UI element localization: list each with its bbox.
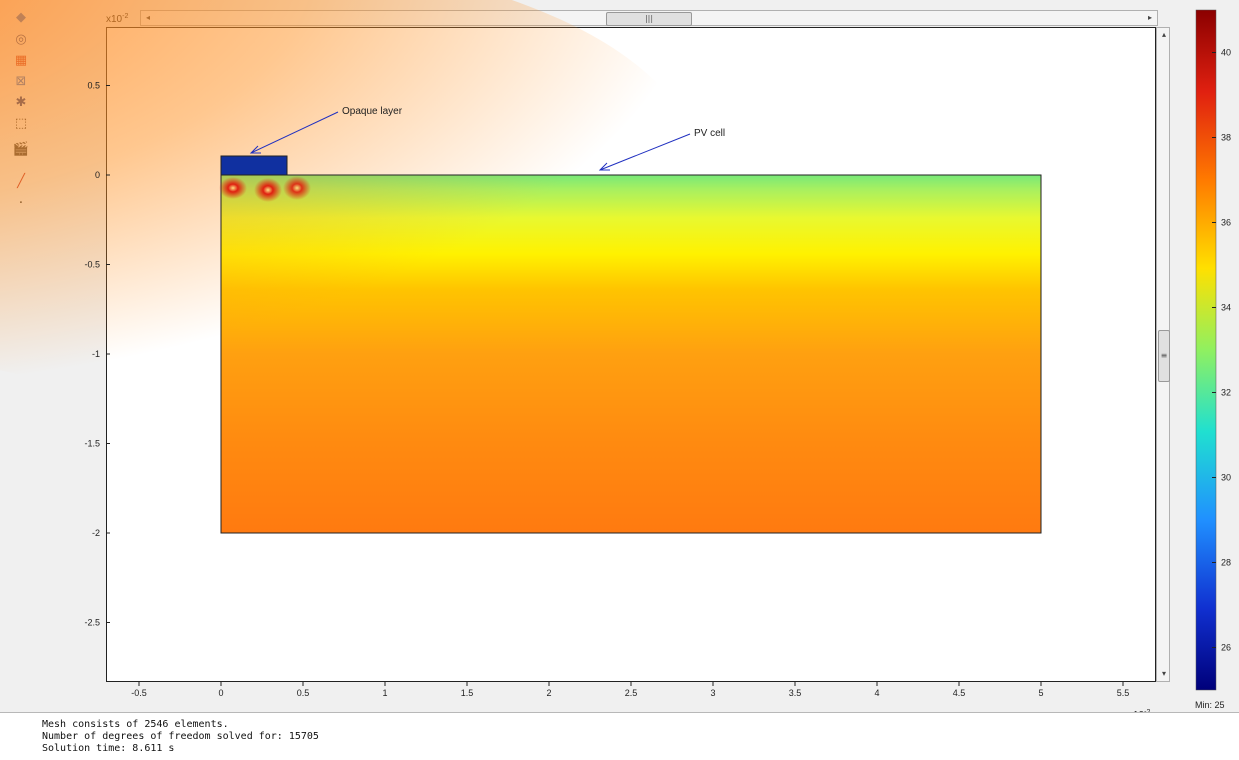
y-tick-label: -2.5: [84, 618, 100, 628]
y-tick-label: 0: [95, 170, 100, 180]
colorbar-tick-label: 28: [1221, 558, 1231, 568]
opaque-layer-label: Opaque layer: [342, 106, 403, 117]
x-tick-label: 2.5: [625, 688, 638, 698]
scroll-right-icon[interactable]: ▸: [1147, 13, 1152, 22]
x-tick-label: -0.5: [131, 688, 147, 698]
horizontal-scroll-thumb[interactable]: |||: [606, 12, 692, 26]
x-tick-label: 4: [874, 688, 879, 698]
domain-border: [220, 174, 1042, 534]
colorbar-min-label: Min: 25: [1195, 700, 1225, 710]
colorbar: [1195, 9, 1217, 691]
colorbar-tick-label: 32: [1221, 388, 1231, 398]
opaque-layer-arrow: [250, 111, 339, 154]
y-tick-label: -2: [92, 528, 100, 538]
x-tick-label: 3.5: [789, 688, 802, 698]
y-tick-label: -0.5: [84, 260, 100, 270]
hot-spot-1: [219, 177, 247, 199]
x-tick-label: 2: [546, 688, 551, 698]
opaque-layer: [220, 155, 288, 176]
hot-spot-2: [254, 178, 282, 202]
colorbar-tick-label: 36: [1221, 218, 1231, 228]
x-tick-label: 4.5: [953, 688, 966, 698]
colorbar-tick-label: 38: [1221, 133, 1231, 143]
pv-cell-arrow: [599, 133, 691, 171]
x-exponent-label: x10-2: [1128, 709, 1150, 712]
pv-cell-arrowhead: [598, 162, 610, 171]
log-line: Solution time: 8.611 s: [42, 743, 175, 754]
solver-log: Mesh consists of 2546 elements. Number o…: [0, 712, 1239, 760]
opaque-layer-arrowhead: [249, 145, 261, 154]
x-tick-label: 0.5: [297, 688, 310, 698]
colorbar-tick-label: 40: [1221, 48, 1231, 58]
log-line: Number of degrees of freedom solved for:…: [42, 731, 319, 742]
hot-spot-3: [283, 176, 311, 200]
vertical-scrollbar[interactable]: ▴ ≡ ▾: [1156, 27, 1170, 682]
x-tick-label: 1: [382, 688, 387, 698]
x-tick-label: 3: [710, 688, 715, 698]
colorbar-tick-label: 26: [1221, 643, 1231, 653]
pv-cell-label: PV cell: [694, 128, 725, 139]
x-tick-label: 0: [218, 688, 223, 698]
scroll-up-icon[interactable]: ▴: [1161, 30, 1166, 39]
scroll-down-icon[interactable]: ▾: [1161, 669, 1166, 678]
y-tick-label: 0.5: [87, 81, 100, 91]
colorbar-tick-label: 30: [1221, 473, 1231, 483]
x-tick-label: 5.5: [1117, 688, 1130, 698]
y-tick-label: -1.5: [84, 439, 100, 449]
heat-plume: [0, 0, 701, 395]
log-line: Mesh consists of 2546 elements.: [42, 719, 229, 730]
x-tick-label: 1.5: [461, 688, 474, 698]
colorbar-tick-label: 34: [1221, 303, 1231, 313]
plot-svg: x10-2 Opaque layer PV cell -0.5 0 0.5 1 1.5 2…: [0, 0, 1231, 712]
x-tick-label: 5: [1038, 688, 1043, 698]
vertical-scroll-thumb[interactable]: ≡: [1158, 330, 1170, 382]
y-tick-label: -1: [92, 349, 100, 359]
